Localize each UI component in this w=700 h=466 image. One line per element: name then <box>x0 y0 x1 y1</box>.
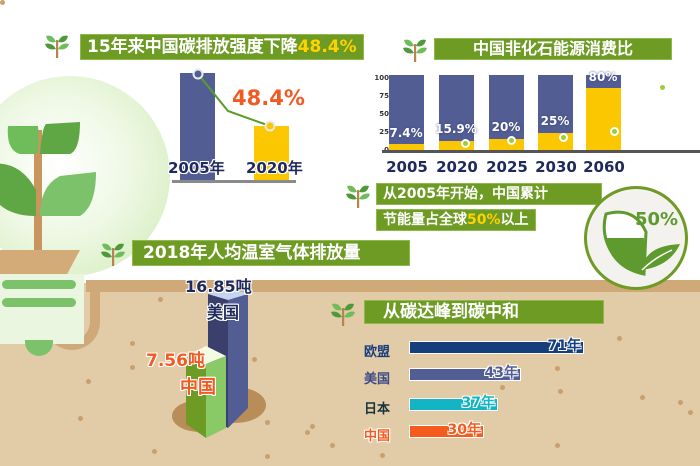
section3-line2: 节能量占全球 50% 以上 <box>376 209 536 231</box>
plant-in-bulb-icon <box>0 122 96 258</box>
chart2-axis <box>382 150 700 153</box>
usa-value: 16.85吨 <box>185 277 252 296</box>
row-label-china: 中国 <box>364 429 391 444</box>
section1-title: 15年来中国碳排放强度下降 48.4% <box>80 34 364 60</box>
china-bar-3d <box>186 346 226 438</box>
bar-usa: 43年 <box>409 365 521 381</box>
bar-2005 <box>180 73 215 181</box>
sprout-icon <box>346 185 370 208</box>
decline-percent: 48.4% <box>232 86 305 110</box>
sprout-icon <box>403 39 427 62</box>
bar-2020 <box>254 126 289 181</box>
row-label-japan: 日本 <box>364 402 391 417</box>
sprout-icon <box>101 243 125 266</box>
chart1-axis <box>172 180 296 183</box>
bar-eu: 71年 <box>409 338 584 354</box>
decline-line <box>192 68 276 132</box>
nonfossil-chart: 100% 75% 50% 25% 0% 7.4% 15.9% 20% 25% 8… <box>360 0 700 190</box>
china-label: 中国 <box>180 377 216 398</box>
section2-title: 中国非化石能源消费比 <box>434 38 672 60</box>
row-label-eu: 欧盟 <box>364 345 391 360</box>
bulb-tip <box>25 340 53 356</box>
bar-2025 <box>489 75 524 150</box>
usa-label: 美国 <box>207 303 240 322</box>
badge-value: 50% <box>635 209 679 230</box>
bulb-base <box>0 274 84 344</box>
bar-2060 <box>586 75 621 150</box>
sprout-icon <box>331 303 355 326</box>
energy-saving-badge: 50% <box>584 186 688 290</box>
china-value: 7.56吨 <box>146 351 205 371</box>
sprout-icon <box>45 35 69 58</box>
section5-title: 从碳达峰到碳中和 <box>364 300 604 324</box>
bar-japan: 37年 <box>409 395 498 411</box>
bar-china: 30年 <box>409 422 484 438</box>
ground-edge <box>86 280 700 292</box>
bar-2005 <box>389 75 424 150</box>
year-2005: 2005年 <box>168 159 225 177</box>
row-label-usa: 美国 <box>364 372 391 387</box>
section4-title: 2018年人均温室气体排放量 <box>132 240 410 266</box>
leaf-cup-icon <box>602 210 680 276</box>
year-2020: 2020年 <box>246 159 303 177</box>
bar-2020 <box>439 75 474 150</box>
section3-line1: 从2005年开始，中国累计 <box>376 183 602 205</box>
